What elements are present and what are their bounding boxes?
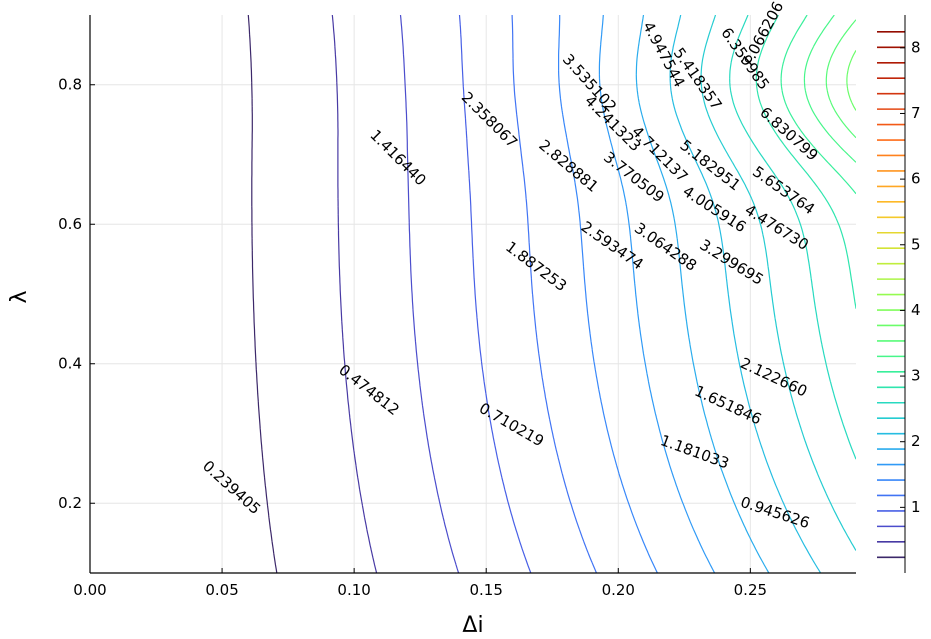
contour-label: 1.181033 <box>658 431 731 472</box>
contour-line <box>635 15 770 573</box>
y-tick-label: 0.2 <box>58 494 82 512</box>
x-axis-label: Δi <box>462 613 483 638</box>
axes <box>89 15 856 574</box>
y-tick-label: 0.4 <box>58 354 82 372</box>
contour-line <box>331 15 378 573</box>
contour-line <box>803 15 856 163</box>
colorbar-tick-label: 2 <box>911 432 921 450</box>
contour-label: 2.122660 <box>738 354 810 401</box>
contour-line <box>669 15 822 573</box>
contour-label: 3.299695 <box>696 236 766 289</box>
contour-line <box>558 15 658 573</box>
x-tick-label: 0.10 <box>337 581 370 599</box>
contour-line <box>755 15 856 309</box>
contour-label: 4.005916 <box>680 182 750 236</box>
x-tick-labels: 0.00 0.05 0.10 0.15 0.20 0.25 <box>73 581 767 599</box>
colorbar-tick-label: 7 <box>911 104 921 122</box>
contour-labels: 0.2394050.4748120.7102190.9456261.181033… <box>199 0 822 532</box>
contour-label: 0.239405 <box>199 457 264 518</box>
contour-lines <box>247 15 856 573</box>
y-tick-label: 0.8 <box>58 75 82 93</box>
x-tick-label: 0.20 <box>602 581 635 599</box>
contour-label: 1.887253 <box>502 238 570 295</box>
x-tick-label: 0.00 <box>73 581 106 599</box>
contour-line <box>700 15 856 551</box>
contour-line <box>598 15 716 573</box>
colorbar-tick-label: 1 <box>911 498 921 516</box>
contour-label: 7.066206 <box>738 0 787 70</box>
contour-label: 3.064288 <box>631 219 700 275</box>
colorbar-tick-label: 5 <box>911 235 921 253</box>
contour-label: 0.474812 <box>335 361 402 419</box>
contour-label: 2.828881 <box>535 136 601 196</box>
contour-line <box>825 19 856 139</box>
y-axis-label: λ <box>7 290 32 303</box>
contour-line <box>247 15 278 573</box>
contour-line <box>511 15 598 573</box>
contour-label: 1.416440 <box>366 126 429 189</box>
x-tick-label: 0.05 <box>205 581 238 599</box>
colorbar-tick-label: 8 <box>911 38 921 56</box>
contour-line <box>729 15 856 460</box>
y-tick-labels: 0.2 0.4 0.6 0.8 <box>58 75 82 512</box>
contour-label: 0.945626 <box>738 493 812 532</box>
colorbar: 1 2 3 4 5 6 7 8 <box>877 15 921 573</box>
colorbar-tick-label: 4 <box>911 301 921 319</box>
contour-line <box>846 50 856 111</box>
grid <box>89 15 856 573</box>
colorbar-tick-label: 6 <box>911 170 921 188</box>
contour-line <box>780 15 856 195</box>
colorbar-tick-label: 3 <box>911 367 921 385</box>
x-tick-label: 0.15 <box>470 581 503 599</box>
contour-line <box>399 15 460 573</box>
contour-line <box>458 15 532 573</box>
y-tick-label: 0.6 <box>58 215 82 233</box>
x-tick-label: 0.25 <box>734 581 767 599</box>
